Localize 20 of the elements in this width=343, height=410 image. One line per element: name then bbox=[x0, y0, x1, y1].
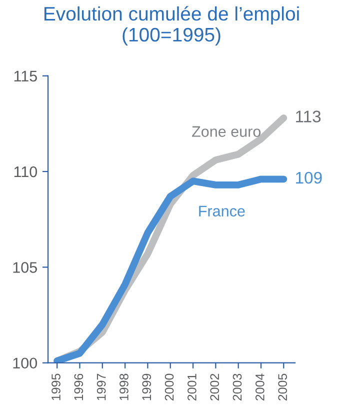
x-tick-label: 1996 bbox=[74, 374, 84, 400]
annotation: 109 bbox=[296, 172, 322, 184]
chart-title: Evolution cumulée de l’emploi (100=1995) bbox=[44, 6, 299, 46]
x-tick-label: 2003 bbox=[232, 374, 242, 400]
series-label: France bbox=[199, 206, 245, 217]
y-tick-label: 100 bbox=[13, 358, 38, 369]
series-label: Zone euro bbox=[192, 126, 261, 137]
x-tick-label: 1999 bbox=[142, 374, 152, 400]
x-tick-label: 1995 bbox=[52, 374, 60, 400]
x-tick-label: 1997 bbox=[96, 374, 106, 400]
y-tick-label: 105 bbox=[13, 262, 37, 273]
x-tick-label: 2000 bbox=[164, 374, 174, 400]
x-tick-label: 1998 bbox=[120, 374, 128, 400]
x-tick-label: 2005 bbox=[278, 374, 288, 400]
x-tick-label: 2002 bbox=[210, 374, 220, 400]
x-tick-label: 2001 bbox=[188, 374, 196, 400]
annotation: 113 bbox=[296, 110, 321, 122]
y-tick-label: 115 bbox=[14, 70, 37, 82]
x-tick-label: 2004 bbox=[256, 374, 264, 400]
y-tick-label: 110 bbox=[14, 166, 38, 178]
